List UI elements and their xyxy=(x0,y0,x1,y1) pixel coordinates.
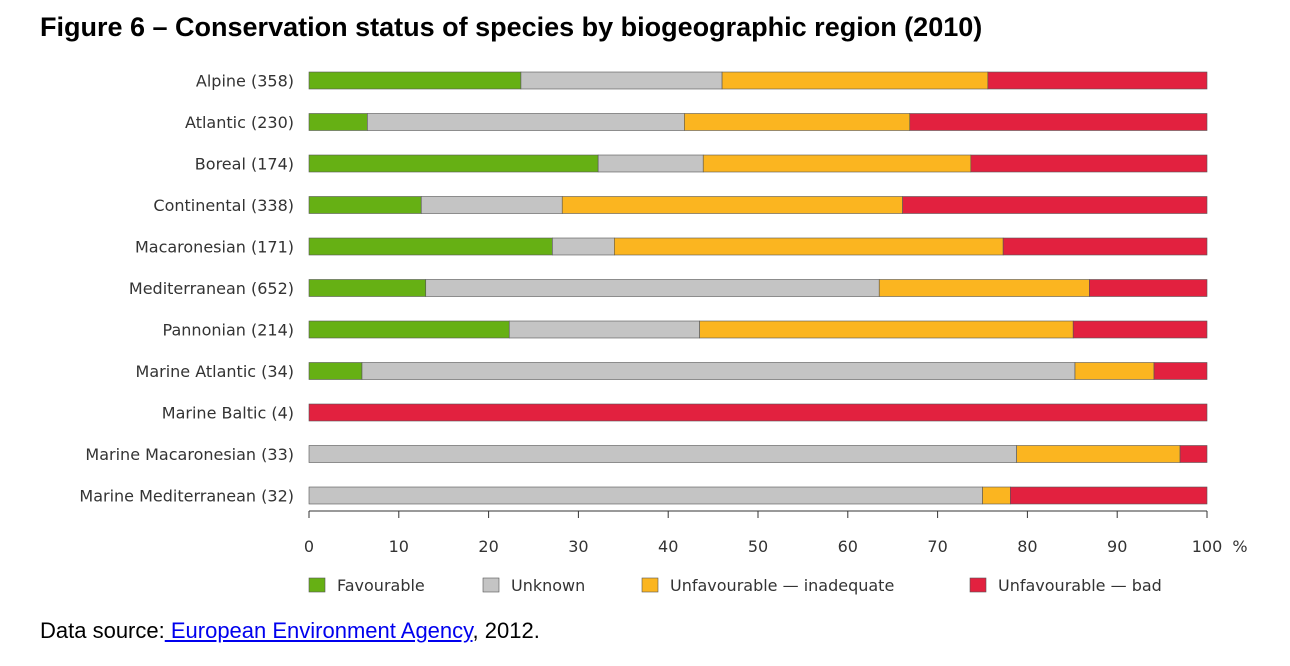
x-tick-label: 100 xyxy=(1192,537,1223,556)
bar-segment-unfavourable-bad xyxy=(1072,320,1208,339)
category-label: Marine Baltic (4) xyxy=(162,404,294,423)
bar-segment-unfavourable-bad xyxy=(902,196,1208,214)
bar-segment-unfavourable-inadequate xyxy=(1074,362,1155,380)
x-tick-label: 90 xyxy=(1107,537,1127,556)
source-prefix: Data source: xyxy=(40,618,165,643)
source-suffix: , 2012. xyxy=(472,618,540,643)
category-label: Marine Mediterranean (32) xyxy=(79,487,294,506)
bar-segment-unfavourable-inadequate xyxy=(982,486,1011,505)
x-unit-label: % xyxy=(1232,537,1247,556)
category-label: Marine Atlantic (34) xyxy=(136,362,294,381)
bar-segment-unknown xyxy=(597,154,704,173)
bar-segment-unknown xyxy=(361,362,1076,380)
x-tick-label: 80 xyxy=(1017,537,1037,556)
legend-swatch xyxy=(308,577,326,593)
legend-label: Favourable xyxy=(337,576,425,595)
bar-segment-favourable xyxy=(308,154,599,173)
bar-segment-favourable xyxy=(308,71,522,90)
x-tick-label: 50 xyxy=(748,537,768,556)
legend-swatch xyxy=(969,577,987,593)
bar-segment-unfavourable-bad xyxy=(1010,486,1208,505)
x-tick-label: 40 xyxy=(658,537,678,556)
x-tick-label: 0 xyxy=(304,537,314,556)
bar-segment-unknown xyxy=(425,279,880,297)
bar-segment-unknown xyxy=(420,196,563,214)
category-label: Pannonian (214) xyxy=(163,321,294,340)
x-tick-label: 30 xyxy=(568,537,588,556)
bar-segment-unfavourable-inadequate xyxy=(561,196,903,214)
bar-segment-unfavourable-bad xyxy=(308,403,1208,422)
category-label: Atlantic (230) xyxy=(185,113,294,132)
bar-segment-unknown xyxy=(308,486,983,505)
category-label: Macaronesian (171) xyxy=(135,238,294,257)
data-source: Data source: European Environment Agency… xyxy=(40,618,540,644)
bar-segment-unknown xyxy=(308,445,1017,463)
legend-label: Unfavourable — bad xyxy=(998,576,1162,595)
bar-segment-favourable xyxy=(308,113,368,131)
category-label: Continental (338) xyxy=(153,196,294,215)
x-tick-label: 20 xyxy=(478,537,498,556)
bar-segment-unfavourable-bad xyxy=(1002,237,1208,256)
bar-segment-favourable xyxy=(308,320,510,339)
bar-segment-unfavourable-bad xyxy=(970,154,1208,173)
category-label: Marine Macaronesian (33) xyxy=(85,445,294,464)
bar-segment-favourable xyxy=(308,237,553,256)
bar-segment-unfavourable-bad xyxy=(909,113,1208,131)
x-tick-label: 70 xyxy=(927,537,947,556)
bar-segment-unfavourable-inadequate xyxy=(1016,445,1181,463)
legend-swatch xyxy=(641,577,659,593)
x-tick-label: 10 xyxy=(389,537,409,556)
bar-segment-unknown xyxy=(508,320,700,339)
bar-segment-unfavourable-inadequate xyxy=(699,320,1074,339)
bar-segment-unfavourable-inadequate xyxy=(721,71,989,90)
bar-segment-favourable xyxy=(308,279,427,297)
bar-segment-unfavourable-inadequate xyxy=(684,113,911,131)
bar-segment-favourable xyxy=(308,362,363,380)
category-label: Boreal (174) xyxy=(195,155,294,174)
legend-swatch xyxy=(482,577,500,593)
bar-segment-unknown xyxy=(552,237,615,256)
bar-segment-unknown xyxy=(520,71,723,90)
bar-segment-unfavourable-inadequate xyxy=(702,154,972,173)
category-label: Alpine (358) xyxy=(196,72,294,91)
legend-label: Unknown xyxy=(511,576,585,595)
bar-segment-unknown xyxy=(367,113,685,131)
bar-segment-unfavourable-bad xyxy=(1089,279,1208,297)
bar-segment-favourable xyxy=(308,196,422,214)
source-link[interactable]: European Environment Agency xyxy=(164,618,473,643)
x-tick-label: 60 xyxy=(838,537,858,556)
bar-segment-unfavourable-bad xyxy=(987,71,1208,90)
bar-segment-unfavourable-inadequate xyxy=(878,279,1090,297)
bar-segment-unfavourable-bad xyxy=(1153,362,1208,380)
chart-title: Figure 6 – Conservation status of specie… xyxy=(40,12,983,42)
legend-label: Unfavourable — inadequate xyxy=(670,576,894,595)
category-label: Mediterranean (652) xyxy=(129,279,294,298)
bar-segment-unfavourable-bad xyxy=(1179,445,1208,463)
bar-segment-unfavourable-inadequate xyxy=(614,237,1004,256)
